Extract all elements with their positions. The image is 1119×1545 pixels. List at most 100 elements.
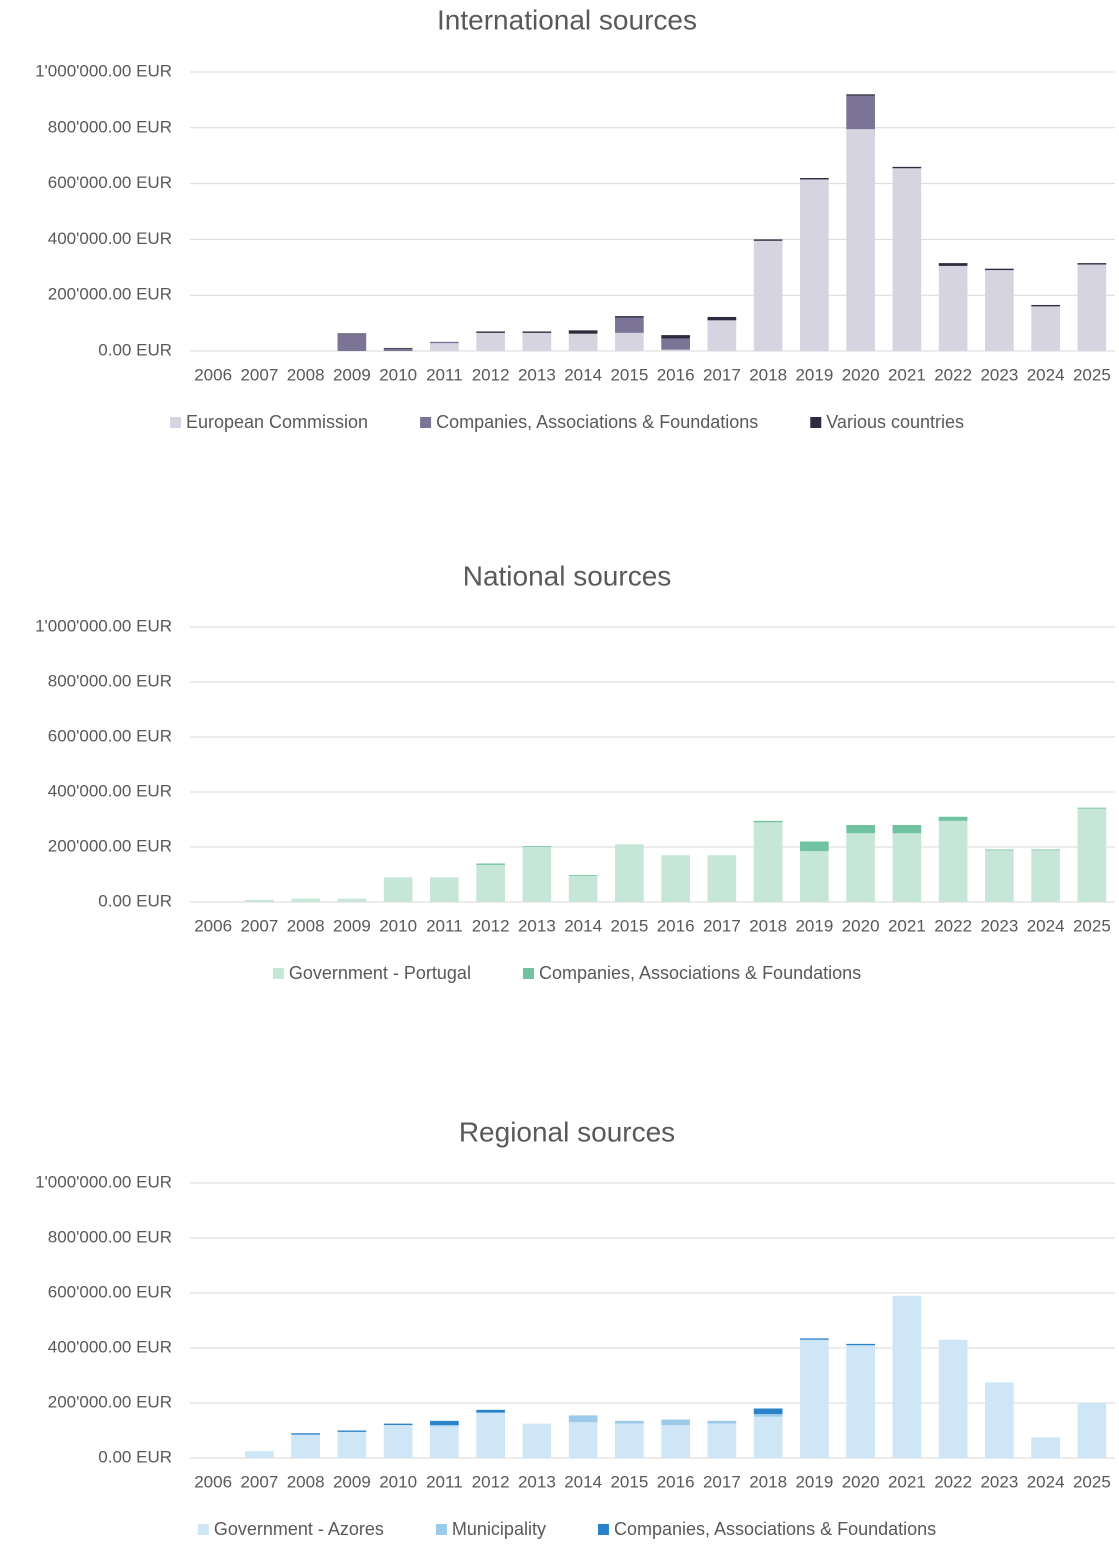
x-tick-label: 2007 (240, 365, 278, 384)
bar-segment (753, 820, 783, 823)
x-tick-label: 2019 (795, 1472, 833, 1491)
bar-segment (430, 341, 459, 344)
x-tick-label: 2025 (1073, 1472, 1111, 1491)
x-tick-label: 2011 (426, 365, 463, 384)
legend-label: Various countries (826, 412, 964, 432)
bar-segment (661, 338, 690, 350)
bar-segment (568, 875, 598, 876)
bar-segment (430, 1426, 459, 1458)
bar-segment (291, 1434, 320, 1458)
y-tick-label: 200'000.00 EUR (48, 1392, 172, 1411)
bar-segment (245, 899, 274, 902)
bar-segment (1031, 849, 1060, 851)
bar-segment (661, 1419, 690, 1425)
x-tick-label: 2022 (934, 916, 972, 935)
bar-segment (846, 1345, 875, 1458)
x-tick-label: 2023 (980, 1472, 1018, 1491)
bar-segment (1077, 1403, 1107, 1458)
bar-segment (938, 263, 968, 266)
bar-segment (892, 825, 922, 834)
bar-segment (1077, 263, 1107, 265)
bar-segment (522, 846, 552, 847)
x-tick-label: 2006 (194, 916, 232, 935)
x-tick-label: 2011 (426, 1472, 463, 1491)
bar-segment (337, 333, 367, 335)
bar-segment (615, 1423, 644, 1458)
bar-segment (892, 833, 922, 902)
bar-segment (383, 347, 413, 349)
bar-segment (661, 1425, 690, 1458)
legend-swatch (522, 968, 534, 979)
y-tick-label: 800'000.00 EUR (48, 671, 172, 690)
y-tick-label: 0.00 EUR (98, 1447, 172, 1466)
y-tick-label: 0.00 EUR (98, 891, 172, 910)
x-tick-label: 2012 (472, 365, 510, 384)
bar-segment (476, 864, 505, 902)
x-tick-label: 2017 (703, 916, 741, 935)
bar-segment (846, 1343, 875, 1346)
x-tick-label: 2012 (472, 916, 510, 935)
bar-segment (1031, 306, 1060, 351)
bar-segment (615, 316, 644, 318)
bar-segment (985, 850, 1014, 902)
y-tick-label: 600'000.00 EUR (48, 173, 172, 192)
bar-segment (615, 317, 644, 333)
legend-swatch (169, 417, 181, 428)
bar-segment (1077, 807, 1107, 809)
bar-segment (938, 820, 968, 902)
x-tick-label: 2006 (194, 365, 232, 384)
bar-segment (568, 875, 598, 902)
bar-segment (476, 331, 505, 333)
bar-segment (522, 331, 552, 333)
legend-swatch (197, 1524, 209, 1535)
x-tick-label: 2007 (240, 916, 278, 935)
bar-segment (661, 335, 690, 339)
legend-label: Companies, Associations & Foundations (436, 412, 758, 432)
x-tick-label: 2007 (240, 1472, 278, 1491)
x-tick-label: 2018 (749, 916, 787, 935)
y-tick-label: 800'000.00 EUR (48, 1227, 172, 1246)
x-tick-label: 2021 (888, 1472, 926, 1491)
y-tick-label: 1'000'000.00 EUR (35, 1172, 172, 1191)
bar-segment (568, 1415, 598, 1423)
x-tick-label: 2008 (287, 1472, 325, 1491)
bar-segment (938, 1339, 968, 1458)
bar-segment (707, 316, 737, 321)
legend-label: European Commission (186, 412, 368, 432)
x-tick-label: 2013 (518, 916, 556, 935)
bar-segment (800, 841, 829, 852)
x-tick-label: 2023 (980, 916, 1018, 935)
x-tick-label: 2010 (379, 1472, 417, 1491)
bar-segment (476, 863, 505, 865)
x-tick-label: 2017 (703, 1472, 741, 1491)
bar-segment (892, 1295, 922, 1458)
chart-title: International sources (437, 4, 697, 35)
bar-segment (985, 849, 1014, 851)
y-tick-label: 600'000.00 EUR (48, 1282, 172, 1301)
x-tick-label: 2012 (472, 1472, 510, 1491)
bar-segment (430, 1425, 459, 1427)
bar-segment (1077, 264, 1107, 351)
y-tick-label: 0.00 EUR (98, 340, 172, 359)
x-tick-label: 2015 (610, 916, 648, 935)
legend-label: Municipality (452, 1519, 546, 1539)
y-tick-label: 1'000'000.00 EUR (35, 61, 172, 80)
x-tick-label: 2022 (934, 365, 972, 384)
bar-segment (753, 240, 783, 351)
x-tick-label: 2019 (795, 365, 833, 384)
bar-segment (522, 332, 552, 351)
bar-segment (753, 822, 783, 902)
x-tick-label: 2021 (888, 916, 926, 935)
x-tick-label: 2022 (934, 1472, 972, 1491)
x-tick-label: 2016 (657, 1472, 695, 1491)
bar-segment (430, 1420, 459, 1425)
x-tick-label: 2014 (564, 365, 602, 384)
x-tick-label: 2015 (610, 365, 648, 384)
bar-segment (383, 877, 413, 902)
bar-segment (938, 816, 968, 821)
x-tick-label: 2013 (518, 1472, 556, 1491)
bar-segment (1077, 808, 1107, 902)
bar-segment (383, 1425, 413, 1458)
y-tick-label: 400'000.00 EUR (48, 781, 172, 800)
bar-segment (661, 855, 690, 902)
